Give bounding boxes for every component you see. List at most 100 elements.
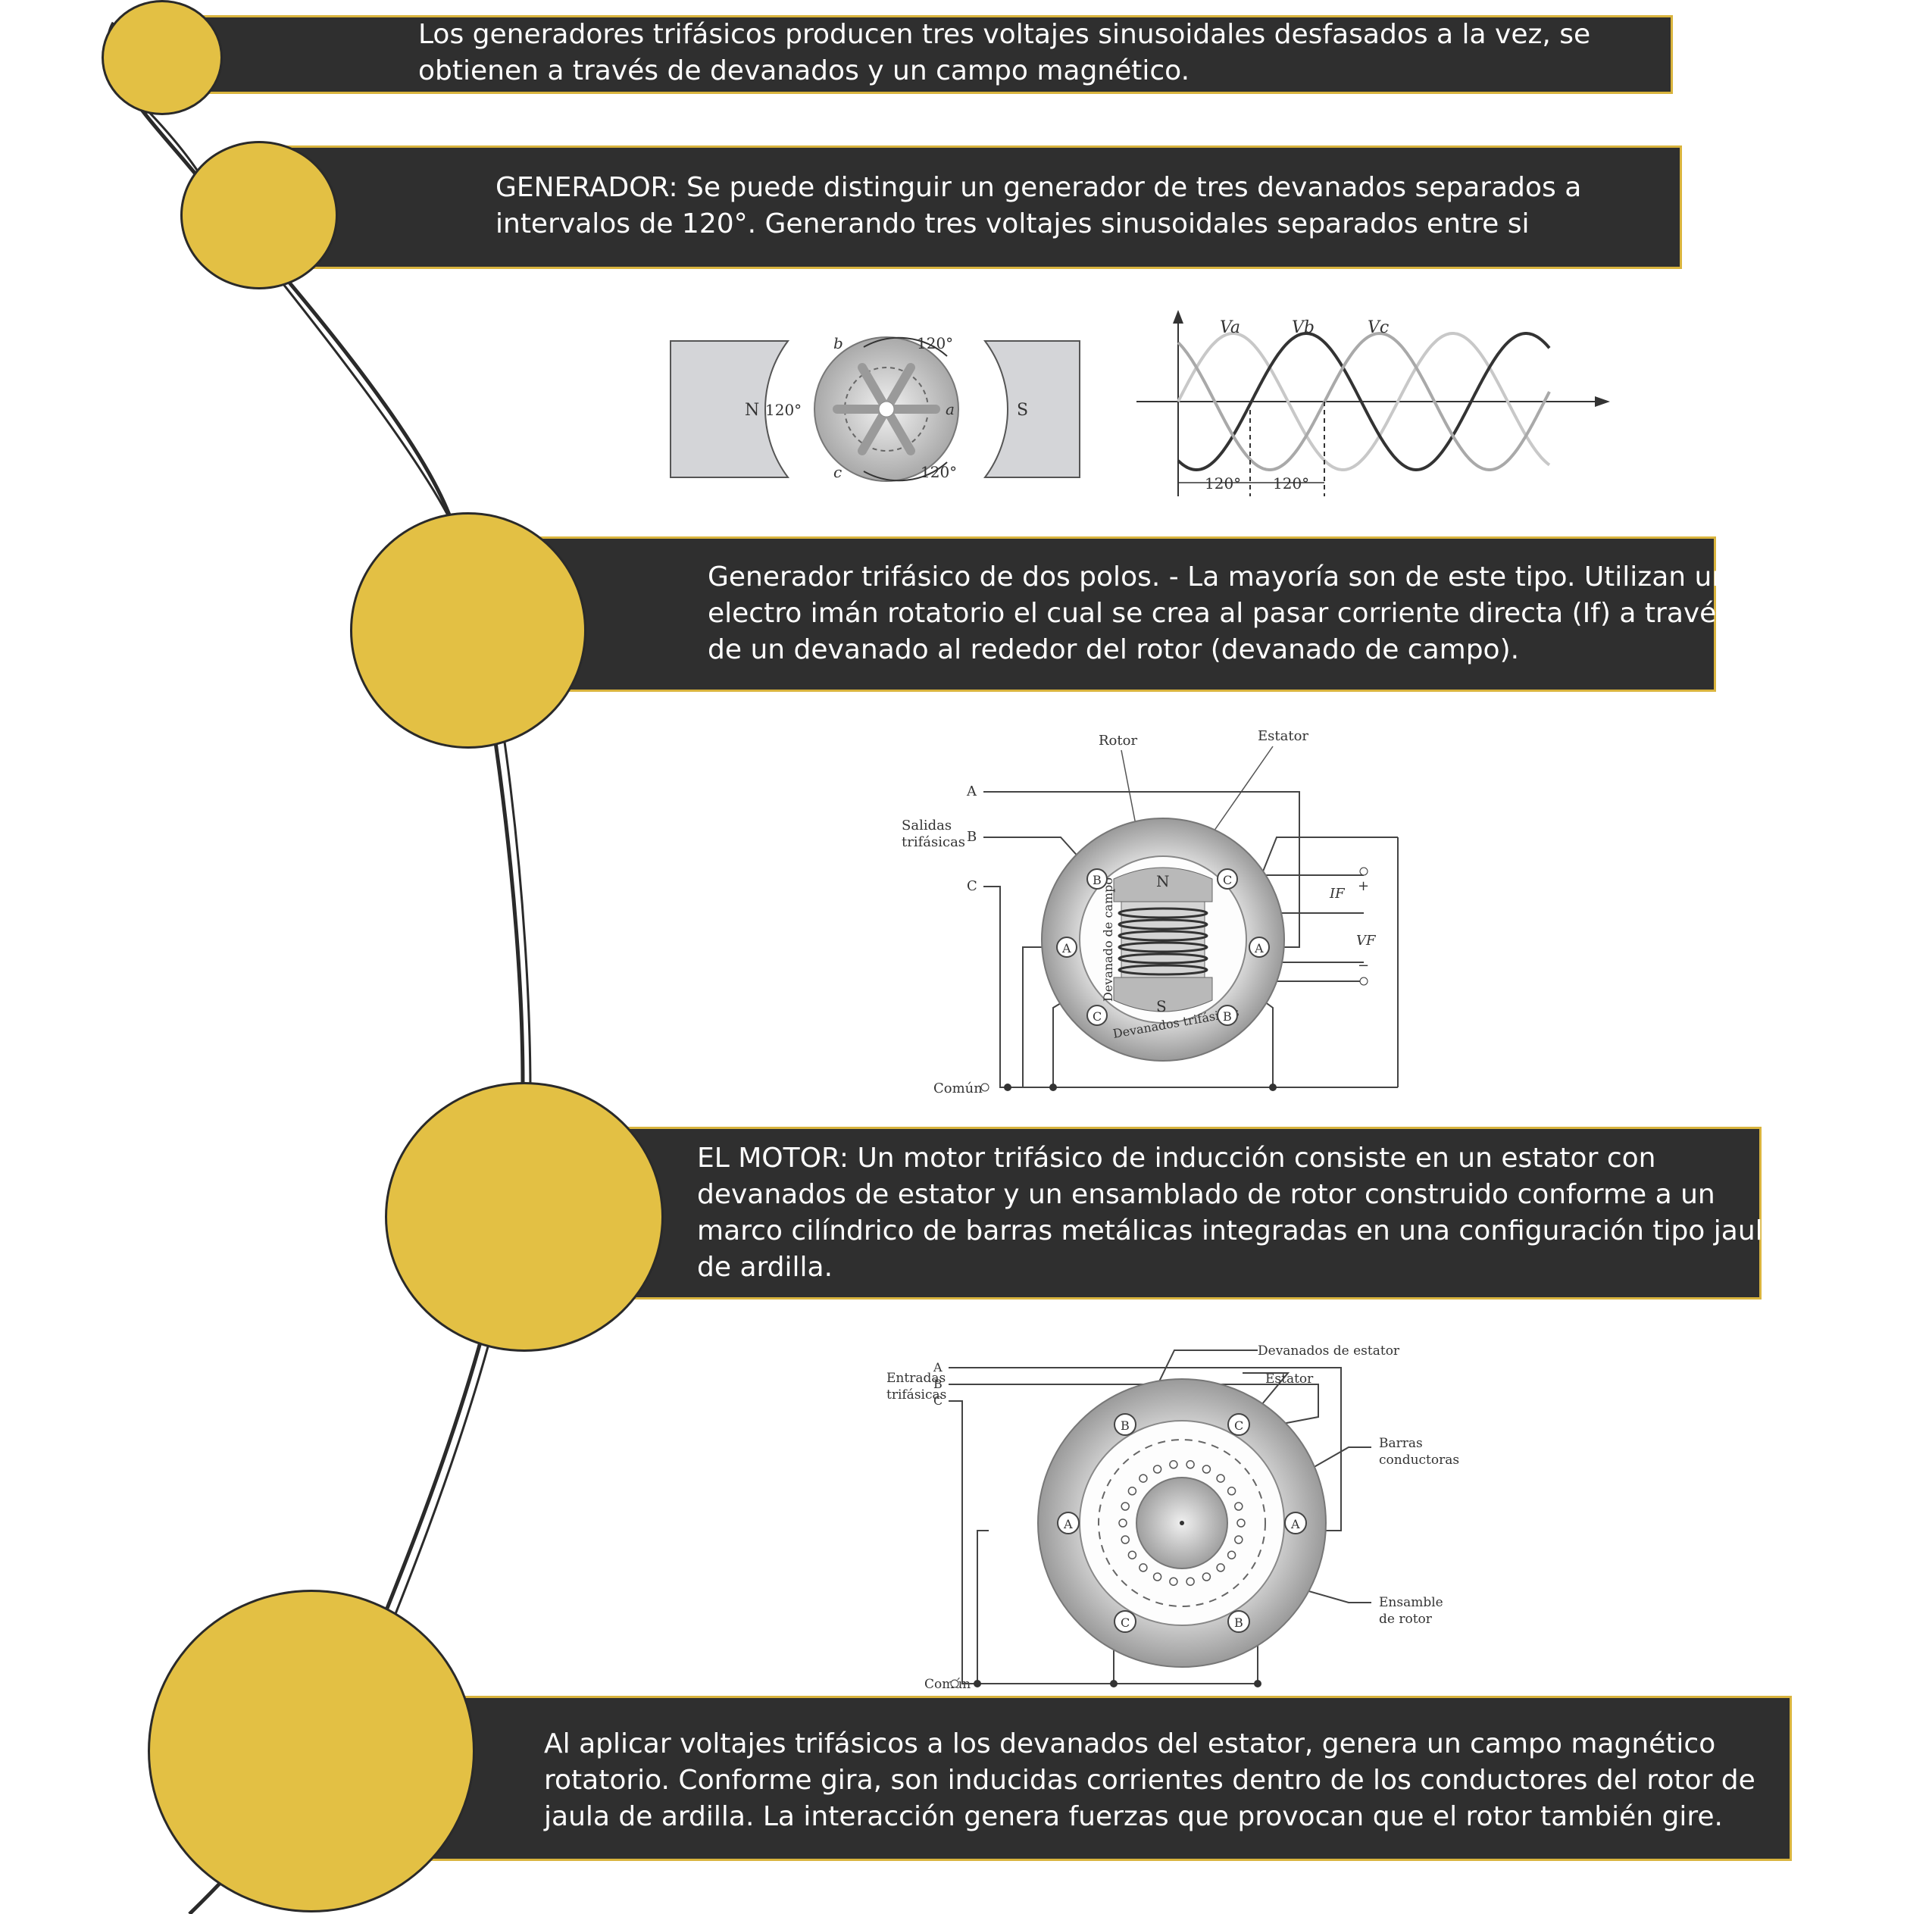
terminal-c-bottom: C [1121,1615,1130,1630]
devanados-estator-callout: Devanados de estator [1258,1343,1400,1359]
comun-label: Común [924,1677,971,1692]
terminal-c-top: C [1223,873,1232,887]
terminal-a-left: A [1063,1517,1073,1531]
out-c-label: C [967,878,977,894]
rotor-bar [1152,1465,1162,1474]
devanado-campo-label: Devanado de campo [1101,877,1115,1002]
rotor-bar [1216,1563,1225,1572]
section-2-bullet [180,141,338,289]
rotor-callout: Rotor [1099,733,1137,749]
pole-s-label: S [1017,401,1028,420]
section-1-text: Los generadores trifásicos producen tres… [418,17,1590,89]
section-3-band [530,536,1716,692]
section-1-line-2: obtienen a través de devanados y un camp… [418,55,1190,86]
rotor-bar [1121,1535,1130,1544]
angle-bottom-label: 120° [921,463,957,481]
in-b-label: B [933,1377,943,1391]
rotor-pole-s: S [1156,997,1167,1015]
section-4-line-2: devanados de estator y un ensamblado de … [697,1179,1715,1210]
terminal-a-left: A [1061,941,1071,955]
barras-label-2: conductoras [1379,1453,1459,1468]
figure-generator-wiring: Rotor Estator Salidas trifásicas A B C [902,728,1399,1096]
figure-sine-waves: 120° 120° Va Vb Vc [1136,310,1610,496]
rotor-bar [1118,1518,1127,1528]
coil-c-label: c [833,463,842,481]
rotor-bar [1127,1487,1137,1496]
rotor-bar [1139,1474,1148,1483]
rotor-bar [1234,1535,1243,1544]
section-5-line-1: Al aplicar voltajes trifásicos a los dev… [544,1728,1716,1759]
rotor-bar [1216,1474,1225,1483]
rotor-bar [1139,1563,1148,1572]
angle-top-label: 120° [917,334,953,352]
section-3-line-3: de un devanado al rededor del rotor (dev… [708,634,1520,665]
barras-label-1: Barras [1379,1436,1423,1451]
rotor-bar [1236,1518,1246,1528]
plus-sign: + [1358,878,1369,894]
angle-left-label: 120° [765,401,802,419]
section-3-text: Generador trifásico de dos polos. - La m… [708,559,1730,668]
section-2-band [250,145,1682,269]
dim-1-label: 120° [1205,474,1241,493]
va-label: Va [1220,318,1240,337]
entradas-label-2: trifásicas [886,1387,946,1403]
terminal-c-top: C [1234,1418,1243,1433]
rotor-bar [1186,1460,1195,1469]
entradas-label-1: Entradas [886,1371,946,1386]
terminal-c-bottom: C [1093,1009,1102,1024]
rotor-bar [1121,1502,1130,1511]
section-1-line-1: Los generadores trifásicos producen tres… [418,19,1591,50]
section-4-line-4: de ardilla. [697,1252,833,1283]
rotor-bar [1234,1502,1243,1511]
rotor-bar [1169,1577,1178,1586]
section-4-band [591,1127,1762,1299]
in-c-label: C [933,1393,943,1408]
section-5-band [333,1696,1792,1861]
vb-label: Vb [1292,318,1315,337]
section-4-text: EL MOTOR: Un motor trifásico de inducció… [697,1140,1780,1286]
estator-callout: Estator [1258,728,1308,744]
if-label: IF [1329,886,1346,902]
rotor-bar [1152,1572,1162,1581]
terminal-b-top: B [1093,873,1102,887]
salidas-label-1: Salidas [902,818,952,833]
figure-motor-wiring: Devanados de estator Estator Entradas tr… [886,1343,1459,1692]
rotor-bar [1127,1550,1137,1559]
coil-a-label: a [946,400,955,418]
section-2-line-2: intervalos de 120°. Generando tres volta… [496,208,1530,239]
salidas-label-2: trifásicas [902,834,965,850]
comun-label: Común [933,1081,983,1096]
rotor-bar [1202,1465,1211,1474]
section-5-line-3: jaula de ardilla. La interacción genera … [544,1801,1723,1832]
section-1-bullet [102,0,223,115]
terminal-a-right: A [1254,941,1264,955]
out-a-label: A [966,783,977,799]
section-2-text: GENERADOR: Se puede distinguir un genera… [496,170,1581,242]
wave-vc [1177,331,1551,471]
terminal-b-top: B [1121,1418,1130,1433]
section-5-text: Al aplicar voltajes trifásicos a los dev… [544,1726,1755,1835]
section-3-bullet [350,512,586,749]
section-4-line-3: marco cilíndrico de barras metálicas int… [697,1215,1780,1246]
south-pole-shape [983,340,1080,478]
pole-n-label: N [745,401,759,420]
ensamble-label-1: Ensamble [1379,1595,1443,1610]
estator-callout: Estator [1265,1371,1314,1387]
minus-sign: − [1358,958,1369,974]
out-b-label: B [967,829,977,845]
in-a-label: A [933,1360,943,1375]
section-3-line-1: Generador trifásico de dos polos. - La m… [708,561,1730,593]
vc-label: Vc [1368,318,1389,337]
section-4-bullet [385,1082,664,1352]
ensamble-label-2: de rotor [1379,1612,1433,1627]
section-3-line-2: electro imán rotatorio el cual se crea a… [708,598,1731,629]
terminal-a-right: A [1290,1517,1300,1531]
section-4-line-1: EL MOTOR: Un motor trifásico de inducció… [697,1143,1656,1174]
section-2-line-1: GENERADOR: Se puede distinguir un genera… [496,172,1582,203]
section-5-bullet [148,1590,475,1912]
rotor-bar [1186,1577,1195,1586]
terminal-b-bottom: B [1223,1009,1232,1024]
vf-label: VF [1356,933,1377,949]
coil-b-label: b [833,334,843,352]
